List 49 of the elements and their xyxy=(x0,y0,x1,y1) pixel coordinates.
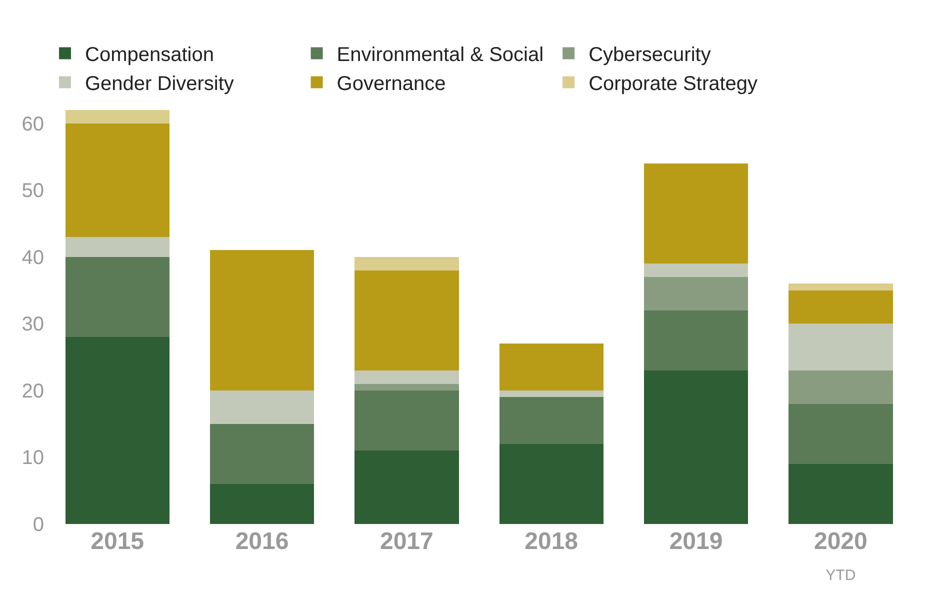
x-tick-label: 2018 xyxy=(524,528,578,555)
bar xyxy=(788,370,893,404)
legend-label: Governance xyxy=(336,73,446,96)
bar xyxy=(354,256,459,270)
y-tick-label: 60 xyxy=(22,113,44,136)
bar xyxy=(65,123,170,237)
bar xyxy=(788,404,893,464)
bar xyxy=(354,450,459,524)
bar xyxy=(644,264,748,277)
bar xyxy=(210,424,314,484)
y-tick-label: 30 xyxy=(22,314,44,336)
bar xyxy=(788,284,893,290)
legend-label: Compensation xyxy=(85,44,214,66)
y-tick-label: 0 xyxy=(32,514,44,536)
bar xyxy=(210,250,314,390)
bar xyxy=(499,390,604,398)
bar xyxy=(354,270,459,370)
bar xyxy=(644,276,748,310)
bar xyxy=(354,384,459,390)
bar xyxy=(788,324,893,370)
bar xyxy=(644,310,748,370)
bar xyxy=(65,256,170,338)
bar xyxy=(644,370,748,524)
bar xyxy=(65,110,170,124)
bar xyxy=(354,390,459,451)
legend-label: Gender Diversity xyxy=(85,73,234,96)
bar xyxy=(210,484,314,524)
y-tick-label: 20 xyxy=(22,380,44,402)
bar xyxy=(788,464,893,524)
x-tick-label: 2019 xyxy=(669,528,723,555)
x-tick-label: 2020 YTD xyxy=(814,528,868,584)
bar xyxy=(499,444,604,524)
bar xyxy=(354,370,459,384)
x-tick-label: 2016 xyxy=(235,528,289,555)
bar xyxy=(210,390,314,424)
y-tick-label: 40 xyxy=(22,246,44,269)
y-tick-label: 10 xyxy=(22,447,44,470)
bar xyxy=(65,236,170,257)
x-tick-label: 2015 xyxy=(90,528,144,555)
legend-label: Corporate Strategy xyxy=(588,73,758,96)
bar xyxy=(499,397,604,444)
legend-label: Environmental & Social xyxy=(336,44,544,66)
bar xyxy=(644,163,748,264)
bar xyxy=(788,290,893,324)
bar xyxy=(499,344,604,390)
y-tick-label: 50 xyxy=(22,180,44,202)
legend-label: Cybersecurity xyxy=(588,44,711,66)
x-tick-label: 2017 xyxy=(380,528,434,555)
bar xyxy=(65,337,170,524)
